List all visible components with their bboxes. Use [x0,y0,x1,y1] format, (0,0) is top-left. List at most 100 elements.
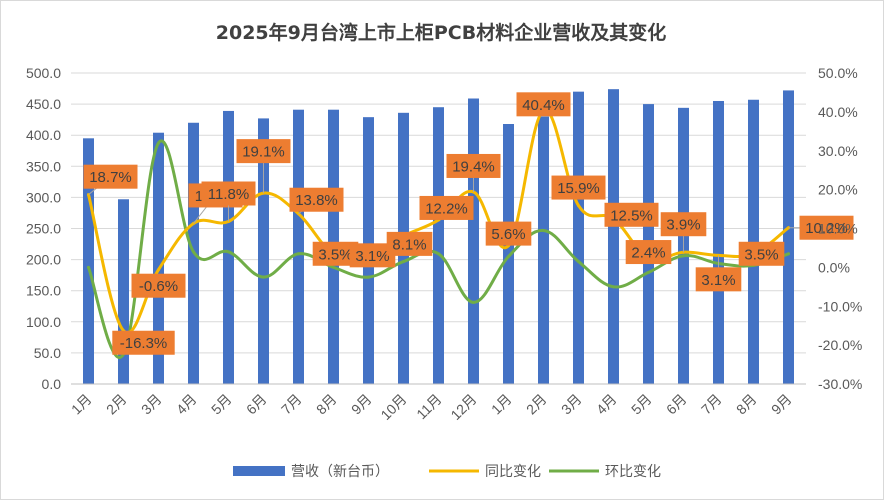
x-tick-label: 12月 [447,391,479,423]
y-right-tick-label: -20.0% [818,337,862,353]
data-label-text: 19.4% [452,158,495,175]
x-tick-label: 1月 [488,391,515,418]
data-label: 5.6% [485,221,532,246]
x-tick-label: 5月 [208,391,235,418]
y-left-tick-label: 400.0 [26,127,61,143]
x-tick-label: 9月 [348,391,375,418]
x-tick-label: 2月 [103,391,130,418]
data-label: 10.2% [788,215,854,240]
data-label-text: 19.1% [242,144,285,161]
data-label-text: -0.6% [139,278,178,295]
data-label-box [289,187,344,212]
data-label: 3.1% [349,243,396,268]
mom-change-line-point [367,275,370,279]
data-label: 3.9% [660,212,707,253]
mom-change-line-point [787,252,790,256]
data-label-text: 12.2% [425,200,468,217]
data-label-text: 2.4% [631,245,665,262]
revenue-bar [293,109,304,384]
x-tick-label: 3月 [558,391,585,418]
mom-change-line-point [577,260,580,264]
mom-change-line-point [192,250,195,254]
x-tick-label: 7月 [278,391,305,418]
revenue-bar [713,100,724,385]
y-right-tick-label: -10.0% [818,298,862,314]
revenue-bar [223,110,234,384]
revenue-bar [573,91,584,384]
data-label: 2.4% [625,240,672,265]
y-left-tick-label: 150.0 [26,283,61,299]
data-label-box [799,215,854,240]
data-label-text: 12.5% [610,207,653,224]
x-tick-label: 6月 [243,391,270,418]
data-label: -0.6% [131,273,186,298]
y-right-tick-label: -30.0% [818,376,862,392]
data-label-text: 5.6% [491,226,525,243]
x-tick-label: 8月 [313,391,340,418]
y-right-tick-label: 30.0% [818,143,858,159]
mom-change-line-point [332,265,335,269]
x-tick-label: 1月 [68,391,95,418]
revenue-bar [608,89,619,384]
y-right-tick-label: 50.0% [818,65,858,81]
mom-change-line-point [437,252,440,256]
y-left-tick-label: 300.0 [26,189,61,205]
x-tick-label: 2月 [523,391,550,418]
data-label-box [738,241,785,266]
data-label-box [625,240,672,265]
data-label-box [485,221,532,246]
legend: 营收（新台币） 同比变化 环比变化 [233,464,661,480]
revenue-bar [118,199,129,384]
mom-change-line-point [87,265,90,269]
mom-change-line-point [542,228,545,232]
data-label: 15.9% [551,175,606,200]
y-left-tick-label: 100.0 [26,314,61,330]
mom-change-line-point [402,260,405,264]
mom-change-line-point [507,254,510,258]
data-label-box [131,273,186,298]
data-label: 40.4% [516,92,571,117]
data-label: 8.1% [386,231,433,256]
data-label-box [236,139,291,164]
data-label: 11.8% [201,181,256,222]
data-label-box [386,231,433,256]
data-label-box [604,202,659,227]
y-left-tick-label: 50.0 [34,345,61,361]
mom-change-line-point [297,252,300,256]
y-left-tick-label: 450.0 [26,96,61,112]
data-labels: 18.7%-16.3%-0.6%11.3%11.8%19.1%13.8%3.5%… [83,92,854,355]
revenue-bar [468,98,479,384]
mom-change-line-point [472,300,475,304]
data-label-box [112,330,175,355]
data-label-box [516,92,571,117]
mom-change-line [87,139,790,359]
yoy-change-line-point [157,268,160,272]
x-tick-label: 5月 [628,391,655,418]
revenue-bar [538,116,549,384]
x-tick-label: 7月 [698,391,725,418]
data-label: 3.5% [738,241,785,266]
data-label-text: 18.7% [89,169,132,186]
x-tick-label: 11月 [413,391,444,422]
x-tick-label: 4月 [173,391,200,418]
legend-item: 环比变化 [549,464,661,480]
data-label: 19.1% [236,139,291,194]
yoy-change-line-point [717,253,720,257]
revenue-bar [783,90,794,384]
data-label-text: 10.2% [805,220,848,237]
data-label-box [201,181,256,206]
data-label-box [83,164,138,189]
data-label: 12.2% [419,195,474,220]
revenue-bar [83,138,94,384]
y-right-tick-label: 20.0% [818,182,858,198]
y-left-tick-label: 250.0 [26,221,61,237]
y-right-tick-label: 0.0% [818,259,850,275]
mom-change-line-point [157,141,160,145]
data-label-text: 40.4% [522,97,565,114]
legend-label: 营收（新台币） [291,464,389,480]
x-tick-label: 4月 [593,391,620,418]
bar-series-revenue [83,89,794,385]
mom-change-line-point [647,270,650,274]
data-label-box [349,243,396,268]
